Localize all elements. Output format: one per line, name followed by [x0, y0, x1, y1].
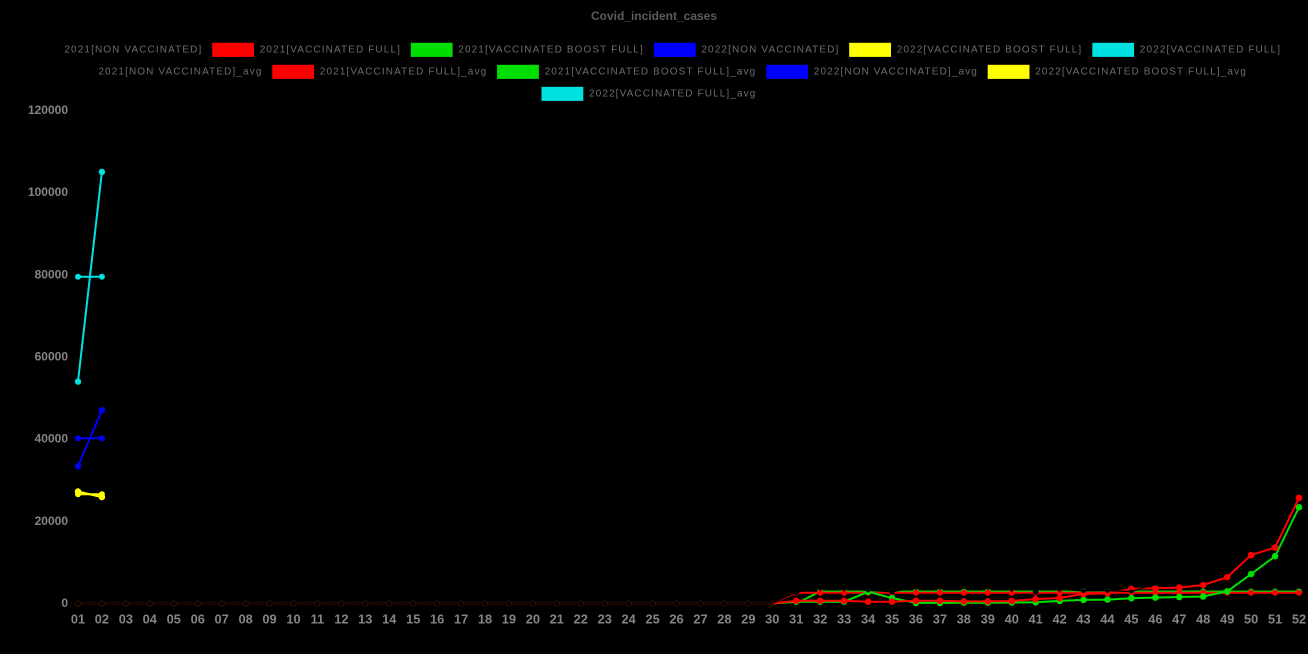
svg-text:13: 13 [358, 612, 372, 627]
svg-text:39: 39 [981, 612, 995, 627]
svg-text:2021[VACCINATED FULL]_avg: 2021[VACCINATED FULL]_avg [320, 66, 487, 77]
svg-text:22: 22 [574, 612, 588, 627]
svg-text:03: 03 [119, 612, 133, 627]
svg-text:Covid_incident_cases: Covid_incident_cases [591, 9, 717, 23]
svg-text:17: 17 [454, 612, 468, 627]
svg-text:80000: 80000 [35, 267, 69, 281]
svg-text:11: 11 [311, 612, 325, 627]
svg-text:60000: 60000 [35, 350, 69, 364]
svg-text:23: 23 [598, 612, 612, 627]
svg-text:33: 33 [837, 612, 851, 627]
svg-text:37: 37 [933, 612, 947, 627]
svg-text:12: 12 [334, 612, 348, 627]
svg-text:20000: 20000 [35, 514, 69, 528]
svg-text:2022[VACCINATED FULL]: 2022[VACCINATED FULL] [1140, 44, 1281, 55]
svg-text:20: 20 [526, 612, 540, 627]
svg-text:14: 14 [382, 612, 397, 627]
svg-text:42: 42 [1052, 612, 1066, 627]
svg-text:49: 49 [1220, 612, 1234, 627]
svg-text:50: 50 [1244, 612, 1258, 627]
svg-text:26: 26 [669, 612, 683, 627]
svg-text:10: 10 [286, 612, 300, 627]
svg-text:2021[VACCINATED FULL]: 2021[VACCINATED FULL] [260, 44, 401, 55]
svg-text:35: 35 [885, 612, 899, 627]
svg-text:40: 40 [1005, 612, 1019, 627]
svg-text:40000: 40000 [35, 432, 69, 446]
svg-text:2021[NON VACCINATED]_avg: 2021[NON VACCINATED]_avg [98, 66, 262, 77]
svg-text:36: 36 [909, 612, 923, 627]
svg-text:2022[NON VACCINATED]: 2022[NON VACCINATED] [701, 44, 839, 55]
svg-text:51: 51 [1268, 612, 1282, 627]
svg-text:31: 31 [789, 612, 803, 627]
svg-text:01: 01 [71, 612, 85, 627]
svg-text:2022[NON VACCINATED]_avg: 2022[NON VACCINATED]_avg [814, 66, 978, 77]
svg-text:2021[VACCINATED BOOST FULL]_av: 2021[VACCINATED BOOST FULL]_avg [545, 66, 757, 77]
svg-text:120000: 120000 [28, 103, 68, 117]
svg-text:09: 09 [262, 612, 276, 627]
svg-text:48: 48 [1196, 612, 1210, 627]
svg-text:43: 43 [1076, 612, 1090, 627]
svg-text:41: 41 [1028, 612, 1042, 627]
svg-text:32: 32 [813, 612, 827, 627]
svg-text:2022[VACCINATED BOOST FULL]_av: 2022[VACCINATED BOOST FULL]_avg [1035, 66, 1247, 77]
svg-text:02: 02 [95, 612, 109, 627]
svg-text:2022[VACCINATED FULL]_avg: 2022[VACCINATED FULL]_avg [589, 88, 756, 99]
svg-text:28: 28 [717, 612, 731, 627]
svg-text:21: 21 [550, 612, 564, 627]
svg-text:45: 45 [1124, 612, 1138, 627]
svg-text:52: 52 [1292, 612, 1306, 627]
svg-text:15: 15 [406, 612, 420, 627]
svg-text:38: 38 [957, 612, 971, 627]
svg-text:16: 16 [430, 612, 444, 627]
svg-text:27: 27 [693, 612, 707, 627]
svg-text:30: 30 [765, 612, 779, 627]
svg-text:24: 24 [621, 612, 636, 627]
svg-text:04: 04 [143, 612, 158, 627]
svg-text:46: 46 [1148, 612, 1162, 627]
svg-text:07: 07 [214, 612, 228, 627]
svg-text:18: 18 [478, 612, 492, 627]
svg-text:06: 06 [191, 612, 205, 627]
svg-text:2021[NON VACCINATED]: 2021[NON VACCINATED] [64, 44, 202, 55]
svg-text:0: 0 [61, 596, 68, 610]
svg-text:2022[VACCINATED BOOST FULL]: 2022[VACCINATED BOOST FULL] [897, 44, 1083, 55]
svg-text:47: 47 [1172, 612, 1186, 627]
svg-text:19: 19 [502, 612, 516, 627]
svg-text:05: 05 [167, 612, 181, 627]
svg-text:25: 25 [645, 612, 659, 627]
svg-text:08: 08 [238, 612, 252, 627]
svg-text:44: 44 [1100, 612, 1115, 627]
svg-text:29: 29 [741, 612, 755, 627]
svg-text:34: 34 [861, 612, 876, 627]
svg-text:100000: 100000 [28, 185, 68, 199]
svg-text:2021[VACCINATED BOOST FULL]: 2021[VACCINATED BOOST FULL] [458, 44, 644, 55]
